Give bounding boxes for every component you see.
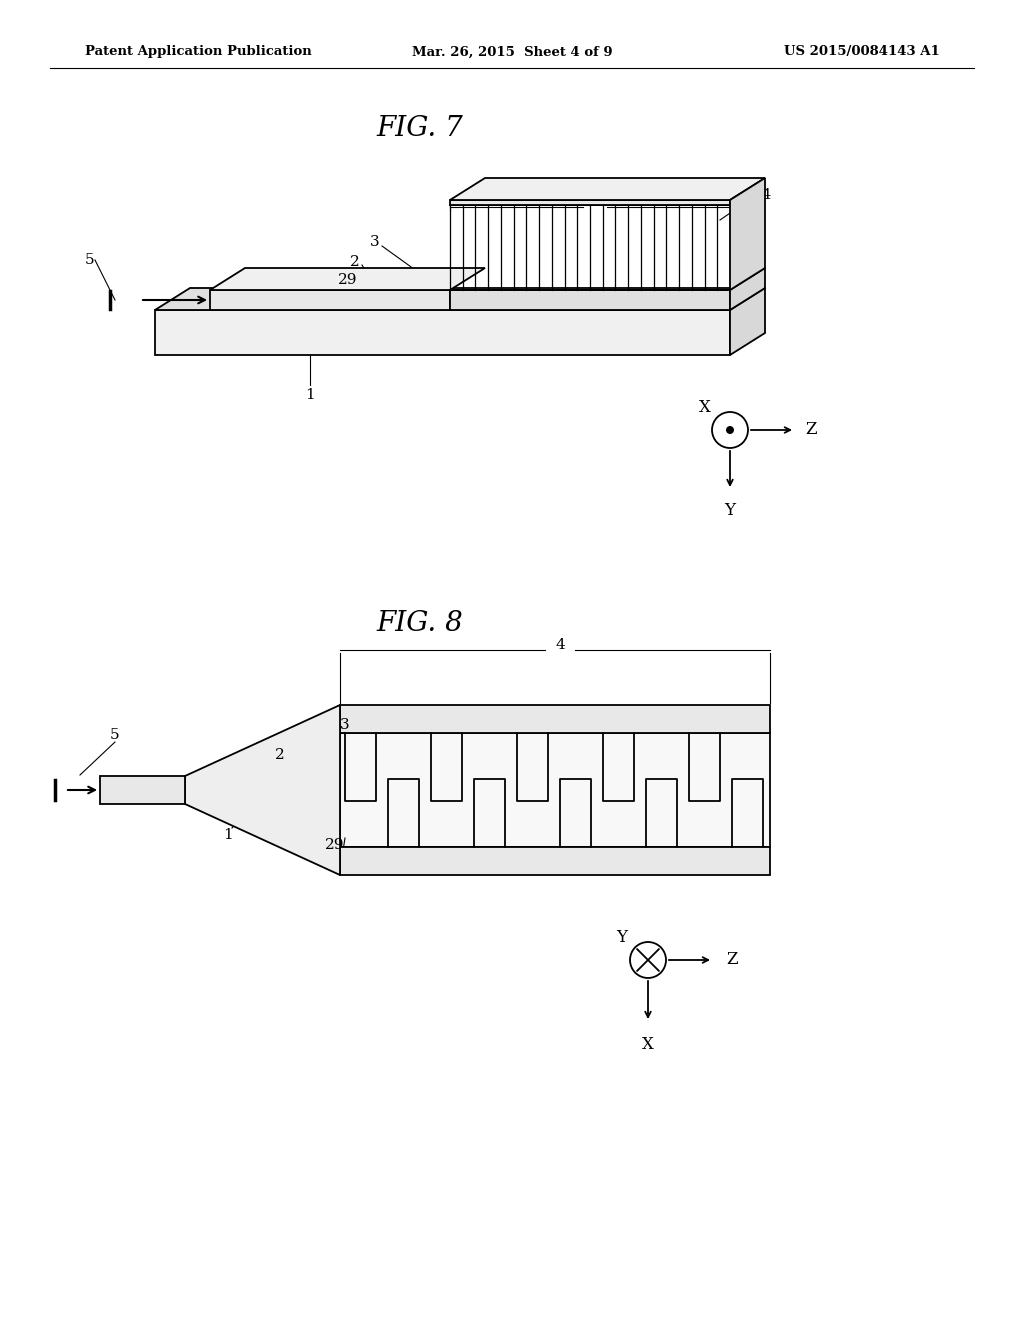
- Text: Y: Y: [725, 502, 735, 519]
- Polygon shape: [450, 183, 765, 205]
- Text: 2: 2: [275, 748, 285, 762]
- Polygon shape: [155, 310, 730, 355]
- Polygon shape: [100, 776, 185, 804]
- Text: 5: 5: [85, 253, 95, 267]
- Polygon shape: [155, 288, 765, 310]
- Text: 29: 29: [338, 273, 357, 286]
- Text: 5: 5: [111, 729, 120, 742]
- Text: 4: 4: [555, 638, 565, 652]
- Polygon shape: [730, 178, 765, 290]
- Text: 3: 3: [371, 235, 380, 249]
- Polygon shape: [450, 178, 765, 201]
- Circle shape: [726, 426, 734, 434]
- Text: 29: 29: [326, 838, 345, 851]
- Text: Mar. 26, 2015  Sheet 4 of 9: Mar. 26, 2015 Sheet 4 of 9: [412, 45, 612, 58]
- Polygon shape: [210, 268, 485, 290]
- Polygon shape: [730, 288, 765, 355]
- Text: Y: Y: [616, 929, 628, 946]
- Text: 54: 54: [753, 187, 772, 202]
- Text: 1: 1: [223, 828, 232, 842]
- Text: X: X: [699, 400, 711, 417]
- Polygon shape: [450, 201, 730, 205]
- Text: Patent Application Publication: Patent Application Publication: [85, 45, 311, 58]
- Polygon shape: [185, 705, 340, 875]
- Text: Z: Z: [726, 952, 737, 969]
- Polygon shape: [450, 290, 730, 310]
- Text: X: X: [642, 1036, 654, 1053]
- Polygon shape: [340, 733, 770, 847]
- Text: 2: 2: [350, 255, 359, 269]
- Polygon shape: [340, 705, 770, 733]
- Polygon shape: [340, 847, 770, 875]
- Text: FIG. 8: FIG. 8: [377, 610, 464, 638]
- Text: US 2015/0084143 A1: US 2015/0084143 A1: [784, 45, 940, 58]
- Text: 3: 3: [340, 718, 350, 733]
- Text: 4: 4: [590, 187, 600, 202]
- Polygon shape: [210, 290, 450, 310]
- Text: 1: 1: [305, 388, 314, 403]
- Text: FIG. 7: FIG. 7: [377, 115, 464, 143]
- Text: Z: Z: [805, 421, 816, 438]
- Polygon shape: [730, 268, 765, 310]
